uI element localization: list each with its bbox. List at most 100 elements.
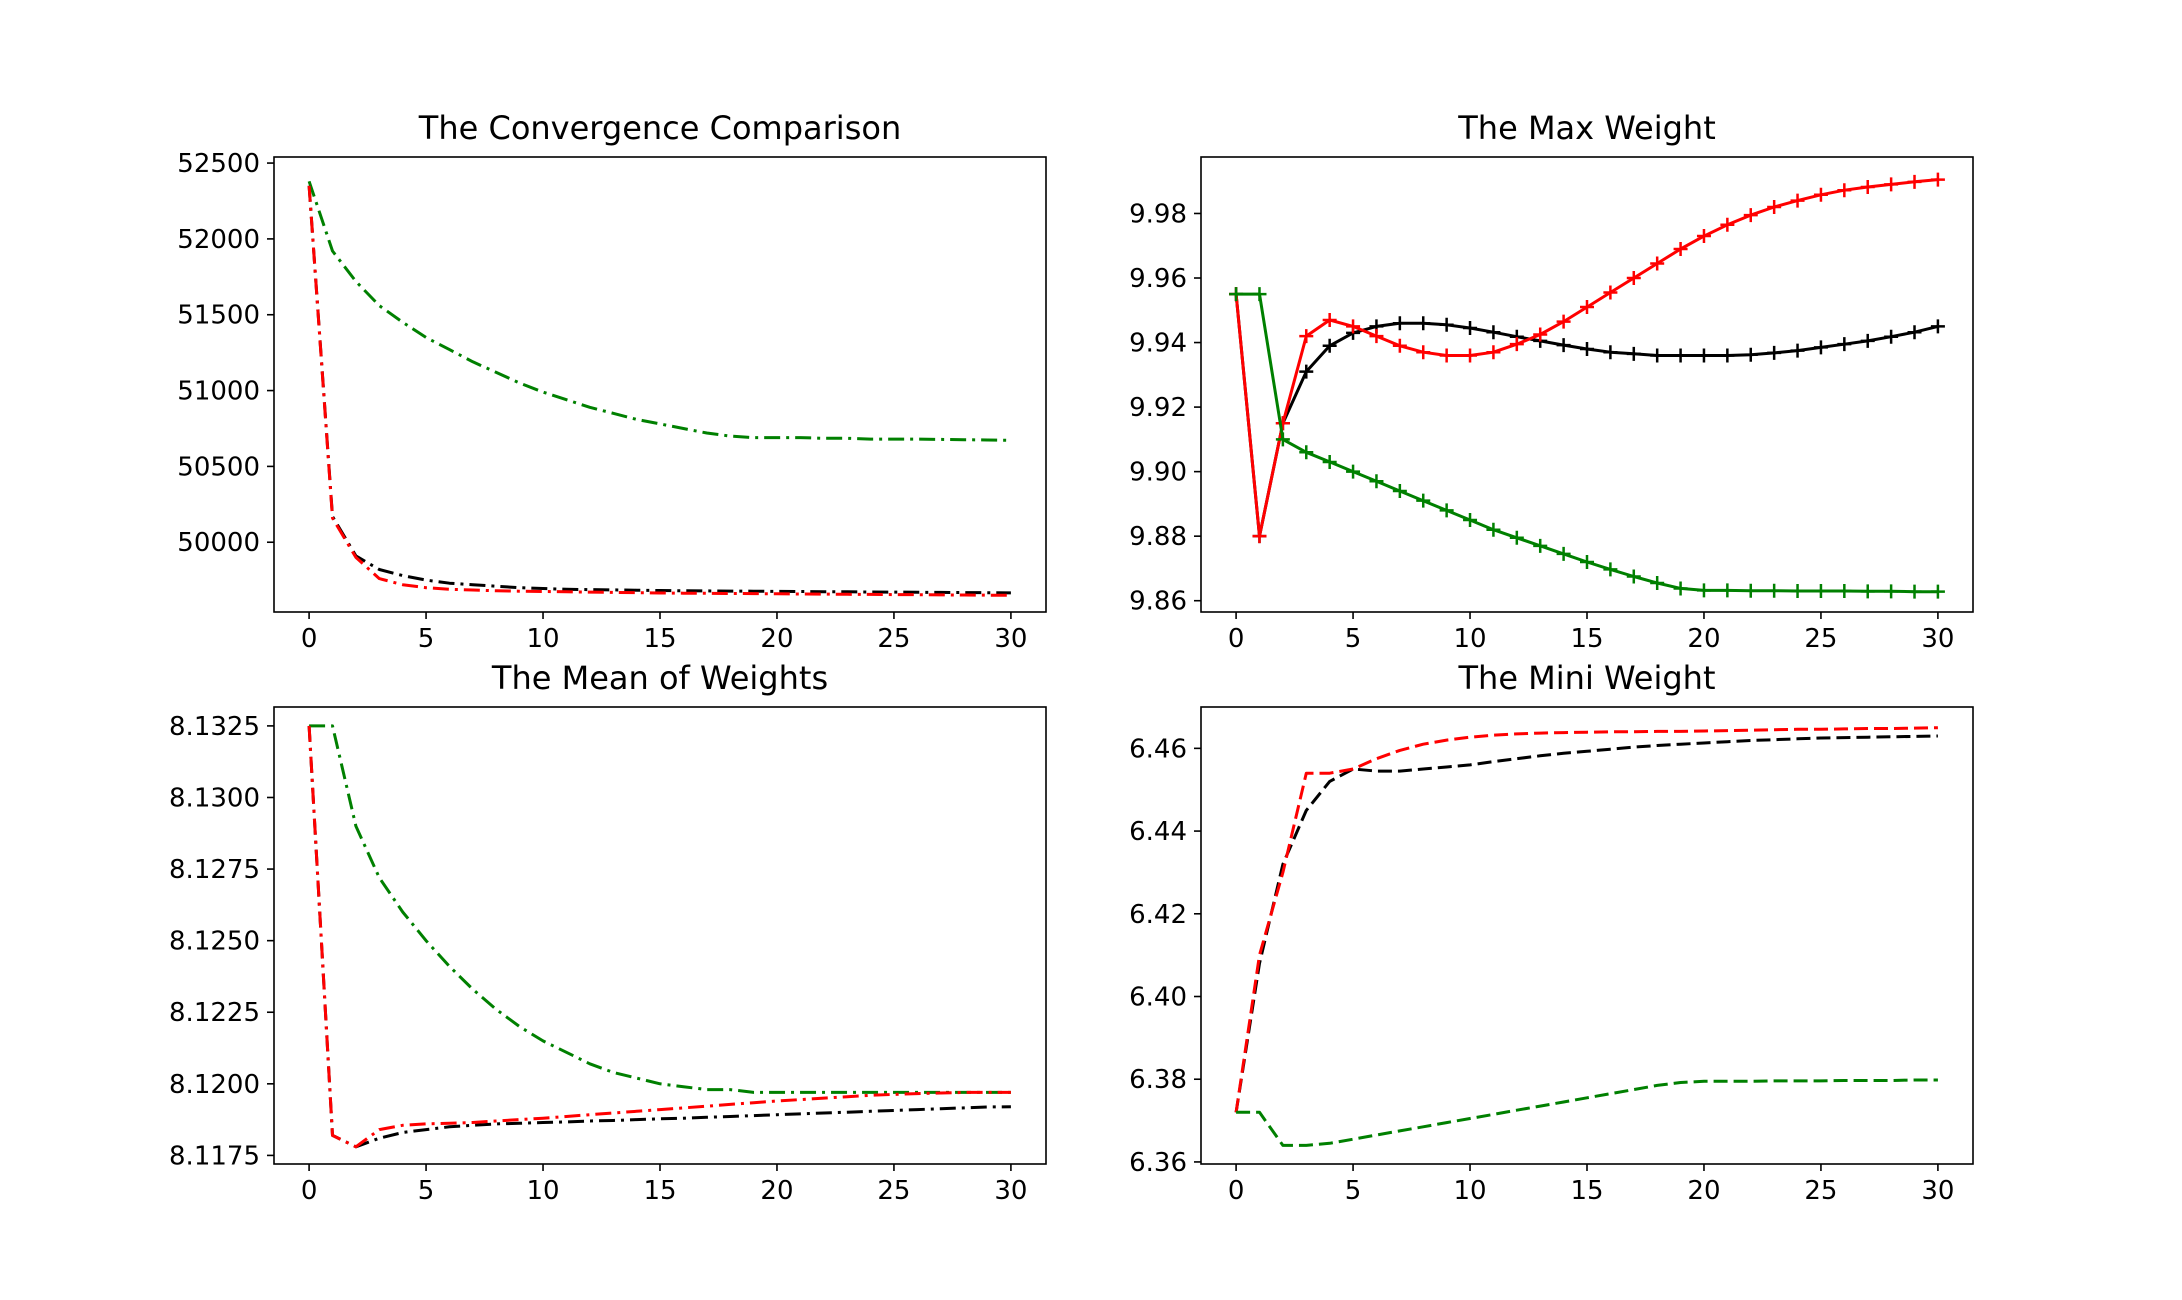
series-line	[307, 725, 1011, 1149]
series-line	[1236, 1078, 1938, 1147]
y-tick-label: 8.1300	[169, 783, 260, 813]
x-tick-label: 20	[760, 1176, 793, 1206]
data-point-marker	[1673, 581, 1688, 596]
x-tick-label: 25	[877, 1176, 910, 1206]
data-point-marker	[1463, 513, 1478, 528]
y-tick-label: 6.38	[1129, 1065, 1187, 1095]
y-tick-label: 9.96	[1129, 264, 1187, 294]
y-tick-label: 8.1200	[169, 1070, 260, 1100]
data-point-marker	[1580, 342, 1594, 357]
data-point-marker	[1486, 522, 1501, 537]
data-point-marker	[1299, 445, 1314, 460]
y-tick-label: 51500	[177, 301, 260, 331]
data-point-marker	[1392, 338, 1407, 353]
chart-title: The Convergence Comparison	[418, 109, 901, 147]
x-tick-label: 15	[1570, 1176, 1603, 1206]
data-point-marker	[1696, 583, 1711, 598]
x-tick-label: 10	[1453, 1176, 1486, 1206]
y-tick-label: 9.90	[1129, 458, 1187, 488]
x-tick-label: 5	[418, 1176, 435, 1206]
data-point-marker	[1767, 200, 1782, 215]
data-point-marker	[1743, 208, 1758, 223]
data-point-marker	[1650, 575, 1665, 590]
data-point-marker	[1673, 348, 1688, 363]
data-point-marker	[1580, 554, 1594, 569]
x-tick-label: 25	[1804, 624, 1837, 654]
y-tick-label: 6.40	[1129, 983, 1187, 1013]
data-point-marker	[1603, 345, 1618, 360]
data-point-marker	[1556, 314, 1571, 329]
data-point-marker	[1463, 348, 1478, 363]
x-tick-label: 30	[1921, 624, 1954, 654]
chart-title: The Max Weight	[1457, 109, 1716, 147]
data-point-marker	[1392, 483, 1407, 498]
y-tick-label: 6.46	[1129, 734, 1187, 764]
data-point-marker	[1860, 180, 1875, 195]
data-point-marker	[1275, 416, 1290, 431]
data-point-marker	[1252, 287, 1267, 302]
data-point-marker	[1837, 183, 1852, 198]
data-point-marker	[1509, 530, 1524, 545]
x-tick-label: 30	[1921, 1176, 1954, 1206]
data-point-marker	[1580, 300, 1594, 315]
data-point-marker	[1322, 454, 1337, 469]
y-tick-label: 8.1275	[169, 855, 260, 885]
data-point-marker	[1930, 584, 1945, 599]
series-line	[309, 724, 1011, 1094]
y-tick-label: 51000	[177, 377, 260, 407]
data-point-marker	[1767, 345, 1782, 360]
x-tick-label: 15	[1570, 624, 1603, 654]
data-point-marker	[1860, 584, 1875, 599]
series-line	[307, 185, 1011, 595]
data-point-marker	[1626, 271, 1641, 286]
data-point-marker	[1790, 193, 1805, 208]
data-point-marker	[1626, 569, 1641, 584]
data-point-marker	[1650, 348, 1665, 363]
data-point-marker	[1837, 337, 1852, 352]
data-point-marker	[1650, 256, 1665, 271]
y-tick-label: 9.88	[1129, 522, 1187, 552]
data-point-marker	[1884, 177, 1899, 192]
y-tick-label: 6.36	[1129, 1148, 1187, 1178]
data-point-marker	[1556, 546, 1571, 561]
x-tick-label: 30	[994, 624, 1027, 654]
data-point-marker	[1486, 345, 1501, 360]
data-point-marker	[1767, 583, 1782, 598]
data-point-marker	[1603, 562, 1618, 577]
x-tick-label: 0	[301, 1176, 318, 1206]
y-tick-label: 6.44	[1129, 817, 1187, 847]
data-point-marker	[1930, 172, 1945, 187]
data-point-marker	[1556, 338, 1571, 353]
y-tick-label: 50500	[177, 452, 260, 482]
x-tick-label: 25	[1804, 1176, 1837, 1206]
data-point-marker	[1813, 187, 1828, 202]
data-point-marker	[1346, 319, 1361, 334]
data-point-marker	[1416, 493, 1431, 508]
data-point-marker	[1603, 285, 1618, 300]
data-point-marker	[1837, 584, 1852, 599]
x-tick-label: 10	[526, 624, 559, 654]
data-point-marker	[1860, 333, 1875, 348]
x-tick-label: 20	[760, 624, 793, 654]
data-point-marker	[1392, 316, 1407, 331]
data-point-marker	[1229, 287, 1244, 302]
data-point-marker	[1463, 321, 1478, 336]
data-point-marker	[1930, 319, 1945, 334]
y-tick-label: 52000	[177, 225, 260, 255]
x-tick-label: 30	[994, 1176, 1027, 1206]
data-point-marker	[1743, 347, 1758, 362]
data-point-marker	[1369, 474, 1384, 489]
data-point-marker	[1299, 329, 1314, 344]
x-tick-label: 15	[643, 624, 676, 654]
x-tick-label: 5	[1345, 624, 1362, 654]
y-tick-label: 8.1175	[169, 1141, 260, 1171]
x-tick-label: 5	[418, 624, 435, 654]
data-point-marker	[1696, 229, 1711, 244]
x-tick-label: 15	[643, 1176, 676, 1206]
panel-mean-of-weights: The Mean of Weights 0 5 10 15 20 25 30 8.1175 8.…	[169, 659, 1047, 1206]
data-point-marker	[1673, 241, 1688, 256]
y-tick-label: 52500	[177, 149, 260, 179]
data-point-marker	[1346, 464, 1361, 479]
data-point-marker	[1813, 340, 1828, 355]
